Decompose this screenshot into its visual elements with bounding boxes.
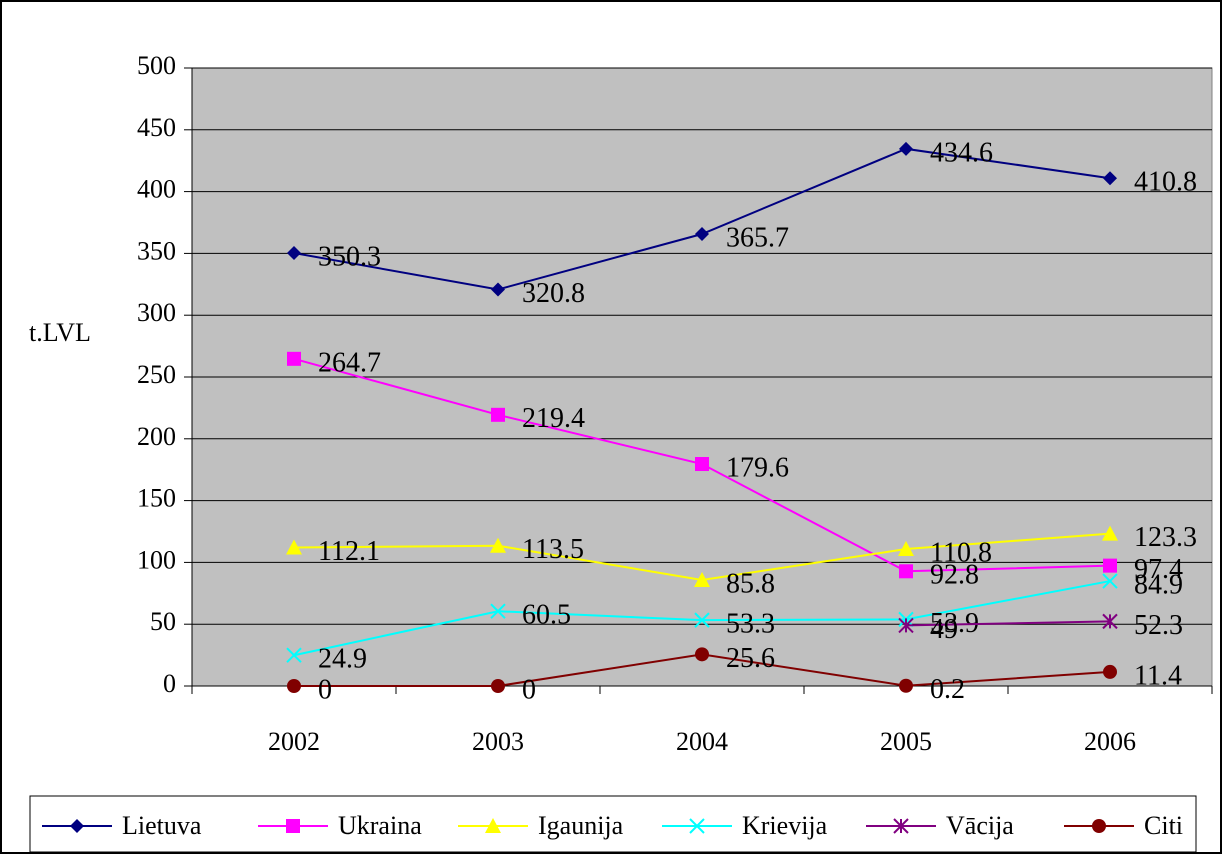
- marker: [694, 612, 710, 628]
- legend-label: Citi: [1144, 811, 1183, 840]
- marker: [899, 678, 913, 693]
- marker: [898, 617, 914, 634]
- y-tick-label: 50: [150, 607, 176, 636]
- data-label: 60.5: [522, 600, 571, 631]
- y-tick-label: 250: [137, 360, 176, 389]
- y-tick-label: 100: [137, 545, 176, 574]
- data-label: 92.8: [930, 560, 979, 591]
- data-label: 179.6: [726, 452, 789, 483]
- legend-box: [29, 795, 1197, 853]
- data-label: 97.4: [1134, 554, 1183, 585]
- y-tick-label: 200: [137, 422, 176, 451]
- marker: [287, 246, 301, 261]
- data-label: 365.7: [726, 222, 789, 253]
- data-label: 52.3: [1134, 610, 1183, 641]
- data-label: 0: [522, 674, 536, 705]
- data-label: 25.6: [726, 643, 775, 674]
- marker: [286, 819, 300, 833]
- marker: [1102, 525, 1118, 541]
- marker: [695, 457, 709, 472]
- data-label: 110.8: [930, 537, 992, 568]
- marker: [1092, 819, 1106, 833]
- marker: [286, 539, 302, 555]
- marker: [286, 647, 302, 663]
- data-label: 11.4: [1134, 660, 1182, 691]
- marker: [689, 818, 705, 834]
- marker: [694, 571, 710, 587]
- data-label: 85.8: [726, 568, 775, 599]
- marker: [695, 226, 709, 241]
- data-label: 0: [318, 674, 332, 705]
- y-tick-label: 0: [163, 669, 176, 698]
- y-tick-label: 300: [137, 298, 176, 327]
- data-label: 434.6: [930, 137, 993, 168]
- y-tick-label: 400: [137, 175, 176, 204]
- marker: [491, 282, 505, 297]
- y-axis-title: t.LVL: [29, 318, 91, 347]
- legend-label: Krievija: [742, 811, 828, 840]
- legend: Lietuva Ukraina Igaunija Krievija Vācija Citi: [29, 795, 1197, 853]
- marker: [1102, 573, 1118, 589]
- data-label: 113.5: [522, 534, 584, 565]
- series-line: [905, 620, 1111, 627]
- marker: [491, 679, 505, 693]
- data-label: 264.7: [318, 347, 381, 378]
- data-label: 219.4: [522, 403, 585, 434]
- data-label: 53.3: [726, 609, 775, 640]
- data-label: 410.8: [1134, 167, 1197, 198]
- y-tick-label: 150: [137, 484, 176, 513]
- x-tick-label: 2004: [676, 727, 728, 756]
- legend-label: Ukraina: [338, 811, 422, 840]
- marker: [490, 537, 506, 553]
- marker: [1103, 171, 1117, 186]
- y-tick-label: 350: [137, 236, 176, 265]
- x-tick-label: 2006: [1084, 727, 1136, 756]
- data-label: 350.3: [318, 241, 381, 272]
- marker: [695, 647, 709, 662]
- y-tick-label: 500: [137, 51, 176, 80]
- marker: [70, 819, 84, 833]
- marker: [287, 351, 301, 366]
- marker: [899, 141, 913, 156]
- x-tick-label: 2002: [268, 727, 320, 756]
- x-tick-label: 2003: [472, 727, 524, 756]
- data-label: 112.1: [318, 536, 380, 567]
- data-label: 123.3: [1134, 522, 1197, 553]
- marker: [491, 407, 505, 422]
- data-label: 24.9: [318, 644, 367, 675]
- data-label: 320.8: [522, 278, 585, 309]
- marker: [899, 564, 913, 579]
- data-label: 0.2: [930, 674, 965, 705]
- x-tick-label: 2005: [880, 727, 932, 756]
- legend-label: Lietuva: [122, 811, 202, 840]
- marker: [490, 603, 506, 619]
- legend-label: Igaunija: [538, 811, 624, 840]
- marker: [1103, 558, 1117, 573]
- marker: [485, 818, 501, 833]
- marker: [1102, 613, 1118, 630]
- data-label: 84.9: [1134, 569, 1183, 600]
- legend-label: Vācija: [946, 811, 1014, 840]
- data-label: 49: [930, 614, 958, 645]
- marker: [287, 679, 301, 693]
- y-tick-label: 450: [137, 113, 176, 142]
- marker: [898, 541, 914, 557]
- marker: [893, 818, 909, 834]
- marker: [1103, 664, 1117, 679]
